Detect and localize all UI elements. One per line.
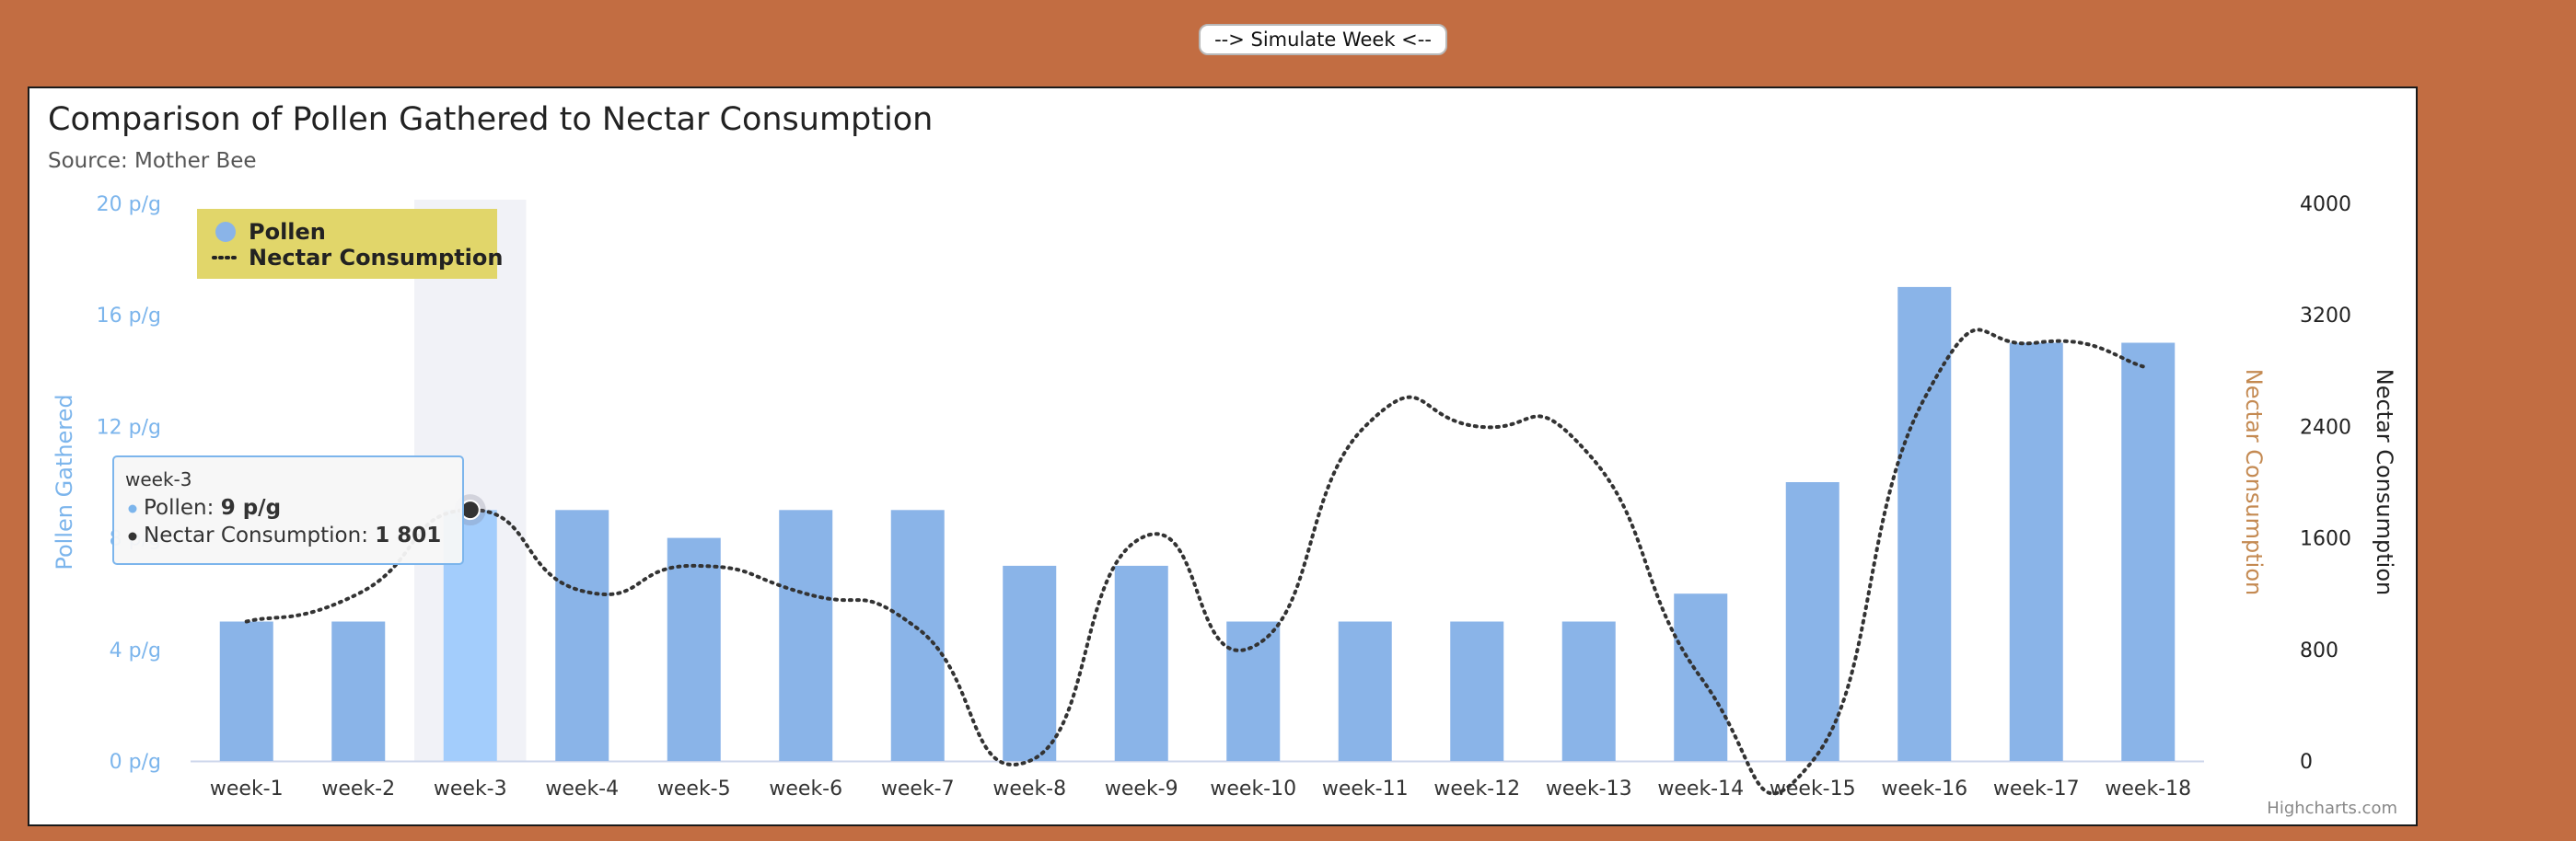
pollen-bar (2009, 342, 2063, 761)
chart-credits[interactable]: Highcharts.com (2267, 799, 2397, 818)
pollen-bar (1003, 565, 1057, 761)
pollen-bar (555, 510, 609, 761)
tooltip-header: week-3 (125, 468, 192, 490)
x-tick-label: week-1 (210, 778, 284, 801)
x-tick-label: week-13 (1546, 778, 1632, 801)
tooltip-series-dot (128, 504, 137, 513)
pollen-bar (331, 621, 386, 761)
x-tick-label: week-7 (881, 778, 955, 801)
y-right-tick-label: 2400 (2300, 416, 2351, 439)
chart-title: Comparison of Pollen Gathered to Nectar … (48, 101, 933, 138)
y-left-axis-title: Pollen Gathered (52, 394, 77, 570)
tooltip-row-label: Nectar Consumption: (144, 524, 375, 547)
x-tick-label: week-6 (769, 778, 842, 801)
y-right-tick-label: 3200 (2300, 305, 2351, 328)
chart-container: Comparison of Pollen Gathered to Nectar … (28, 86, 2418, 826)
pollen-bar (890, 510, 945, 761)
nectar-line (244, 328, 2151, 796)
x-tick-label: week-2 (321, 778, 395, 801)
y-right-inner-axis-title: Nectar Consumption (2241, 369, 2267, 595)
y-right-tick-label: 800 (2300, 639, 2338, 662)
x-tick-label: week-8 (992, 778, 1066, 801)
x-tick-label: week-14 (1657, 778, 1744, 801)
y-left-tick-label: 12 p/g (97, 416, 161, 439)
pollen-bar (1450, 621, 1504, 761)
x-tick-label: week-12 (1433, 778, 1520, 801)
y-left-tick-label: 0 p/g (110, 751, 161, 774)
legend-nectar-label: Nectar Consumption (249, 245, 503, 271)
legend-pollen-label: Pollen (249, 219, 326, 245)
y-right-tick-label: 4000 (2300, 193, 2351, 216)
pollen-bar (1338, 621, 1392, 761)
pollen-bar (1785, 482, 1839, 761)
y-left-tick-label: 20 p/g (97, 193, 161, 216)
y-right-tick-label: 0 (2300, 751, 2313, 774)
tooltip-row: Pollen: 9 p/g (144, 496, 281, 520)
pollen-bar (1897, 286, 1952, 761)
x-tick-label: week-3 (434, 778, 507, 801)
pollen-bar (1674, 593, 1728, 761)
x-tick-label: week-18 (2105, 778, 2191, 801)
y-right-tick-label: 1600 (2300, 528, 2351, 551)
y-left-tick-label: 16 p/g (97, 305, 161, 328)
x-tick-label: week-11 (1322, 778, 1409, 801)
pollen-bar (667, 537, 721, 761)
pollen-bar (1114, 565, 1168, 761)
tooltip-row-label: Pollen: (144, 496, 221, 520)
x-tick-label: week-16 (1881, 778, 1967, 801)
x-tick-label: week-17 (1993, 778, 2080, 801)
tooltip-box (112, 455, 464, 565)
pollen-bar (219, 621, 273, 761)
x-tick-label: week-9 (1105, 778, 1178, 801)
chart-subtitle: Source: Mother Bee (48, 149, 257, 173)
x-tick-label: week-10 (1210, 778, 1296, 801)
y-left-tick-label: 4 p/g (110, 639, 161, 662)
tooltip-row-value: 1 801 (375, 524, 441, 547)
x-tick-label: week-5 (657, 778, 731, 801)
legend-box (197, 209, 497, 279)
y-right-outer-axis-title: Nectar Consumption (2372, 369, 2397, 595)
x-tick-label: week-4 (545, 778, 619, 801)
tooltip-row: Nectar Consumption: 1 801 (144, 524, 441, 547)
pollen-bar (779, 510, 833, 761)
legend-pollen-symbol (215, 222, 236, 242)
simulate-week-button[interactable]: --> Simulate Week <-- (1199, 24, 1447, 55)
tooltip-series-dot (128, 532, 137, 541)
tooltip-row-value: 9 p/g (221, 496, 281, 520)
combo-chart: Comparison of Pollen Gathered to Nectar … (48, 101, 2397, 818)
pollen-bar (1561, 621, 1616, 761)
pollen-bar (2121, 342, 2176, 761)
pollen-bar (1226, 621, 1281, 761)
